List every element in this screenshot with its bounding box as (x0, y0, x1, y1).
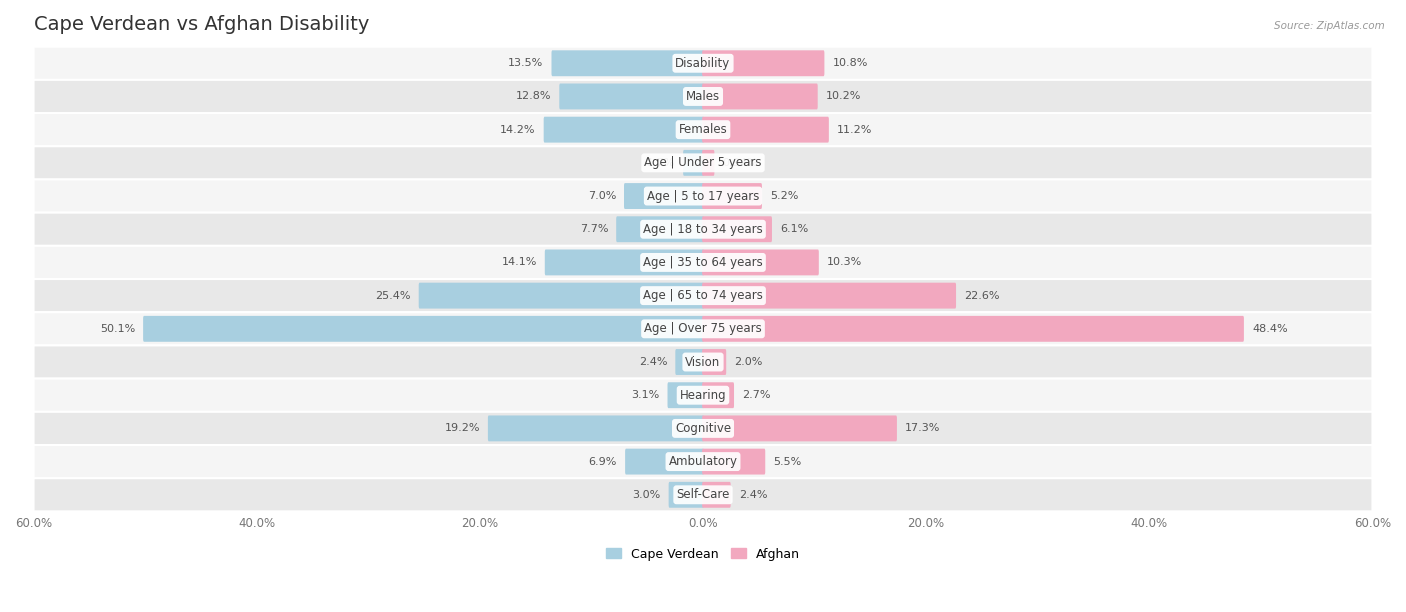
Text: Age | Under 5 years: Age | Under 5 years (644, 156, 762, 170)
FancyBboxPatch shape (626, 449, 704, 474)
Text: 19.2%: 19.2% (444, 424, 479, 433)
Text: 22.6%: 22.6% (965, 291, 1000, 300)
FancyBboxPatch shape (702, 216, 772, 242)
FancyBboxPatch shape (668, 382, 704, 408)
FancyBboxPatch shape (669, 482, 704, 508)
Text: 10.2%: 10.2% (825, 91, 860, 102)
Text: Females: Females (679, 123, 727, 136)
FancyBboxPatch shape (551, 50, 704, 76)
Text: 5.2%: 5.2% (770, 191, 799, 201)
FancyBboxPatch shape (702, 117, 830, 143)
Text: 6.9%: 6.9% (589, 457, 617, 466)
Text: Age | Over 75 years: Age | Over 75 years (644, 323, 762, 335)
FancyBboxPatch shape (34, 379, 1372, 412)
Text: 2.4%: 2.4% (738, 490, 768, 500)
FancyBboxPatch shape (560, 83, 704, 110)
FancyBboxPatch shape (702, 183, 762, 209)
Text: 14.2%: 14.2% (501, 125, 536, 135)
Text: Age | 65 to 74 years: Age | 65 to 74 years (643, 289, 763, 302)
Text: 7.0%: 7.0% (588, 191, 616, 201)
FancyBboxPatch shape (702, 50, 824, 76)
FancyBboxPatch shape (34, 312, 1372, 345)
FancyBboxPatch shape (702, 349, 727, 375)
Text: 17.3%: 17.3% (905, 424, 941, 433)
Text: 2.7%: 2.7% (742, 390, 770, 400)
FancyBboxPatch shape (702, 283, 956, 308)
Text: 50.1%: 50.1% (100, 324, 135, 334)
Text: 13.5%: 13.5% (508, 58, 544, 69)
Text: Ambulatory: Ambulatory (668, 455, 738, 468)
FancyBboxPatch shape (488, 416, 704, 441)
FancyBboxPatch shape (34, 47, 1372, 80)
FancyBboxPatch shape (702, 482, 731, 508)
FancyBboxPatch shape (34, 412, 1372, 445)
Text: 3.1%: 3.1% (631, 390, 659, 400)
Text: 6.1%: 6.1% (780, 224, 808, 234)
FancyBboxPatch shape (702, 382, 734, 408)
FancyBboxPatch shape (702, 83, 818, 110)
FancyBboxPatch shape (683, 150, 704, 176)
FancyBboxPatch shape (34, 80, 1372, 113)
Text: 10.3%: 10.3% (827, 258, 862, 267)
Text: Cognitive: Cognitive (675, 422, 731, 435)
FancyBboxPatch shape (34, 478, 1372, 512)
FancyBboxPatch shape (702, 316, 1244, 341)
Text: 48.4%: 48.4% (1251, 324, 1288, 334)
FancyBboxPatch shape (34, 445, 1372, 478)
Text: 1.7%: 1.7% (647, 158, 675, 168)
FancyBboxPatch shape (34, 179, 1372, 212)
FancyBboxPatch shape (34, 246, 1372, 279)
Text: 7.7%: 7.7% (579, 224, 609, 234)
FancyBboxPatch shape (702, 449, 765, 474)
Text: Males: Males (686, 90, 720, 103)
Text: 2.0%: 2.0% (734, 357, 762, 367)
Text: 10.8%: 10.8% (832, 58, 868, 69)
FancyBboxPatch shape (616, 216, 704, 242)
Text: Hearing: Hearing (679, 389, 727, 401)
FancyBboxPatch shape (143, 316, 704, 341)
Text: 11.2%: 11.2% (837, 125, 872, 135)
Text: Disability: Disability (675, 57, 731, 70)
FancyBboxPatch shape (34, 345, 1372, 379)
Text: Cape Verdean vs Afghan Disability: Cape Verdean vs Afghan Disability (34, 15, 368, 34)
FancyBboxPatch shape (34, 146, 1372, 179)
Text: Age | 5 to 17 years: Age | 5 to 17 years (647, 190, 759, 203)
FancyBboxPatch shape (702, 150, 714, 176)
Text: Source: ZipAtlas.com: Source: ZipAtlas.com (1274, 21, 1385, 31)
Legend: Cape Verdean, Afghan: Cape Verdean, Afghan (600, 543, 806, 565)
Text: 14.1%: 14.1% (502, 258, 537, 267)
FancyBboxPatch shape (544, 250, 704, 275)
Text: Vision: Vision (685, 356, 721, 368)
FancyBboxPatch shape (544, 117, 704, 143)
FancyBboxPatch shape (34, 113, 1372, 146)
FancyBboxPatch shape (34, 279, 1372, 312)
Text: 0.94%: 0.94% (723, 158, 758, 168)
FancyBboxPatch shape (702, 416, 897, 441)
FancyBboxPatch shape (702, 250, 818, 275)
Text: 25.4%: 25.4% (375, 291, 411, 300)
Text: 2.4%: 2.4% (638, 357, 668, 367)
FancyBboxPatch shape (419, 283, 704, 308)
Text: 12.8%: 12.8% (516, 91, 551, 102)
Text: Age | 35 to 64 years: Age | 35 to 64 years (643, 256, 763, 269)
Text: Age | 18 to 34 years: Age | 18 to 34 years (643, 223, 763, 236)
Text: 5.5%: 5.5% (773, 457, 801, 466)
Text: Self-Care: Self-Care (676, 488, 730, 501)
FancyBboxPatch shape (624, 183, 704, 209)
Text: 3.0%: 3.0% (633, 490, 661, 500)
FancyBboxPatch shape (34, 212, 1372, 246)
FancyBboxPatch shape (675, 349, 704, 375)
